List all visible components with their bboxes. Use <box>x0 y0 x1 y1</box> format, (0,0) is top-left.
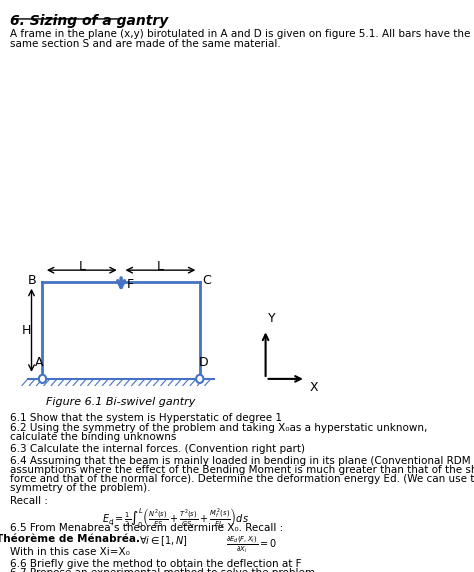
Text: $\frac{\partial E_d(F,X_i)}{\partial X_i} = 0$: $\frac{\partial E_d(F,X_i)}{\partial X_i… <box>226 534 276 555</box>
Text: Figure 6.1 Bi-swivel gantry: Figure 6.1 Bi-swivel gantry <box>46 397 195 407</box>
Text: 6.3 Calculate the internal forces. (Convention right part): 6.3 Calculate the internal forces. (Conv… <box>9 444 305 454</box>
Text: B: B <box>28 273 36 287</box>
Circle shape <box>39 375 46 383</box>
Text: F: F <box>127 278 134 291</box>
Text: symmetry of the problem).: symmetry of the problem). <box>9 483 150 494</box>
Text: 6.2 Using the symmetry of the problem and taking X₀as a hyperstatic unknown,: 6.2 Using the symmetry of the problem an… <box>9 423 427 432</box>
Text: A: A <box>35 356 43 369</box>
Text: L: L <box>157 260 164 273</box>
Text: D: D <box>199 356 208 369</box>
Text: 6.1 Show that the system is Hyperstatic of degree 1: 6.1 Show that the system is Hyperstatic … <box>9 414 282 423</box>
Text: same section S and are made of the same material.: same section S and are made of the same … <box>9 39 280 49</box>
Text: C: C <box>203 273 211 287</box>
Text: 6.6 Briefly give the method to obtain the deflection at F: 6.6 Briefly give the method to obtain th… <box>9 559 301 569</box>
Text: 6. Sizing of a gantry: 6. Sizing of a gantry <box>9 14 168 28</box>
Text: Y: Y <box>268 312 275 325</box>
Text: calculate the binding unknowns: calculate the binding unknowns <box>9 432 176 442</box>
Text: 6.5 From Menabrea’s theorem determine X₀. Recall :: 6.5 From Menabrea’s theorem determine X₀… <box>9 523 283 533</box>
Text: 6.4 Assuming that the beam is mainly loaded in bending in its plane (Conventiona: 6.4 Assuming that the beam is mainly loa… <box>9 456 470 466</box>
Text: With in this case Xi=X₀: With in this case Xi=X₀ <box>9 547 129 557</box>
Text: $E_d = \frac{1}{2}\int_0^L \left( \frac{N^2(s)}{ES} + \frac{T^2(s)}{GS_z} + \fra: $E_d = \frac{1}{2}\int_0^L \left( \frac{… <box>102 507 249 530</box>
Text: H: H <box>22 324 31 337</box>
Text: force and that of the normal force). Determine the deformation energy Ed. (We ca: force and that of the normal force). Det… <box>9 474 474 484</box>
Text: Recall :: Recall : <box>9 496 47 506</box>
Text: L: L <box>78 260 85 273</box>
Text: 6.7 Propose an experimental method to solve the problem: 6.7 Propose an experimental method to so… <box>9 569 315 572</box>
Text: $\forall i \in [1,N]$: $\forall i \in [1,N]$ <box>139 534 188 547</box>
Text: A frame in the plane (x,y) birotulated in A and D is given on figure 5.1. All ba: A frame in the plane (x,y) birotulated i… <box>9 29 470 39</box>
Circle shape <box>196 375 203 383</box>
Text: Théorème de Ménabréa.: Théorème de Ménabréa. <box>0 534 140 544</box>
Text: X: X <box>310 380 318 394</box>
Text: assumptions where the effect of the Bending Moment is much greater than that of : assumptions where the effect of the Bend… <box>9 466 474 475</box>
